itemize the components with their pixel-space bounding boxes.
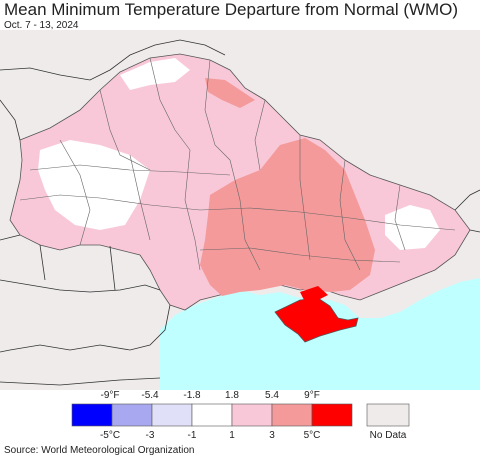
oblast-borders [19,57,456,271]
legend-bin [271,403,313,427]
map-title: Mean Minimum Temperature Departure from … [4,0,459,19]
legend-f-tick: 1.8 [225,390,239,401]
country-borders [0,39,480,386]
legend-f-tick: -9°F [101,390,120,401]
well-above-normal-coast [300,286,328,300]
legend-fahrenheit-ticks: -9°F -5.4 -1.8 1.8 5.4 9°F [101,390,320,401]
legend-c-tick: -1 [188,430,197,441]
legend-bin [71,403,113,427]
legend-f-tick: -5.4 [141,390,159,401]
legend-c-tick: -3 [146,430,155,441]
source-credit: Source: World Meteorological Organizatio… [4,445,195,456]
well-above-normal-crimea [274,297,359,343]
date-range: Oct. 7 - 13, 2024 [4,20,79,31]
legend-celsius-ticks: -5°C -3 -1 1 3 5°C [100,430,320,441]
legend-c-tick: -5°C [100,430,120,441]
above-normal-center-east [200,138,375,296]
above-normal-north [205,78,255,108]
legend-c-tick: 5°C [304,430,321,441]
legend-c-tick: 1 [229,430,235,441]
legend-bin [191,403,233,427]
legend-no-data-label: No Data [370,430,407,441]
legend-bin [111,403,153,427]
near-normal-northwest [38,140,150,230]
legend-color-bins [71,403,353,427]
near-normal-north [120,58,190,90]
legend-f-tick: 5.4 [265,390,279,401]
legend-no-data-swatch [366,403,410,427]
legend-c-tick: 3 [269,430,275,441]
legend-f-tick: 9°F [304,390,320,401]
legend-f-tick: -1.8 [183,390,201,401]
legend-bin [151,403,193,427]
near-normal-east [385,205,440,250]
temperature-map [0,30,480,390]
legend-bin [311,403,353,427]
legend: -9°F -5.4 -1.8 1.8 5.4 9°F -5°C -3 -1 1 … [71,390,410,441]
legend-bin [231,403,273,427]
